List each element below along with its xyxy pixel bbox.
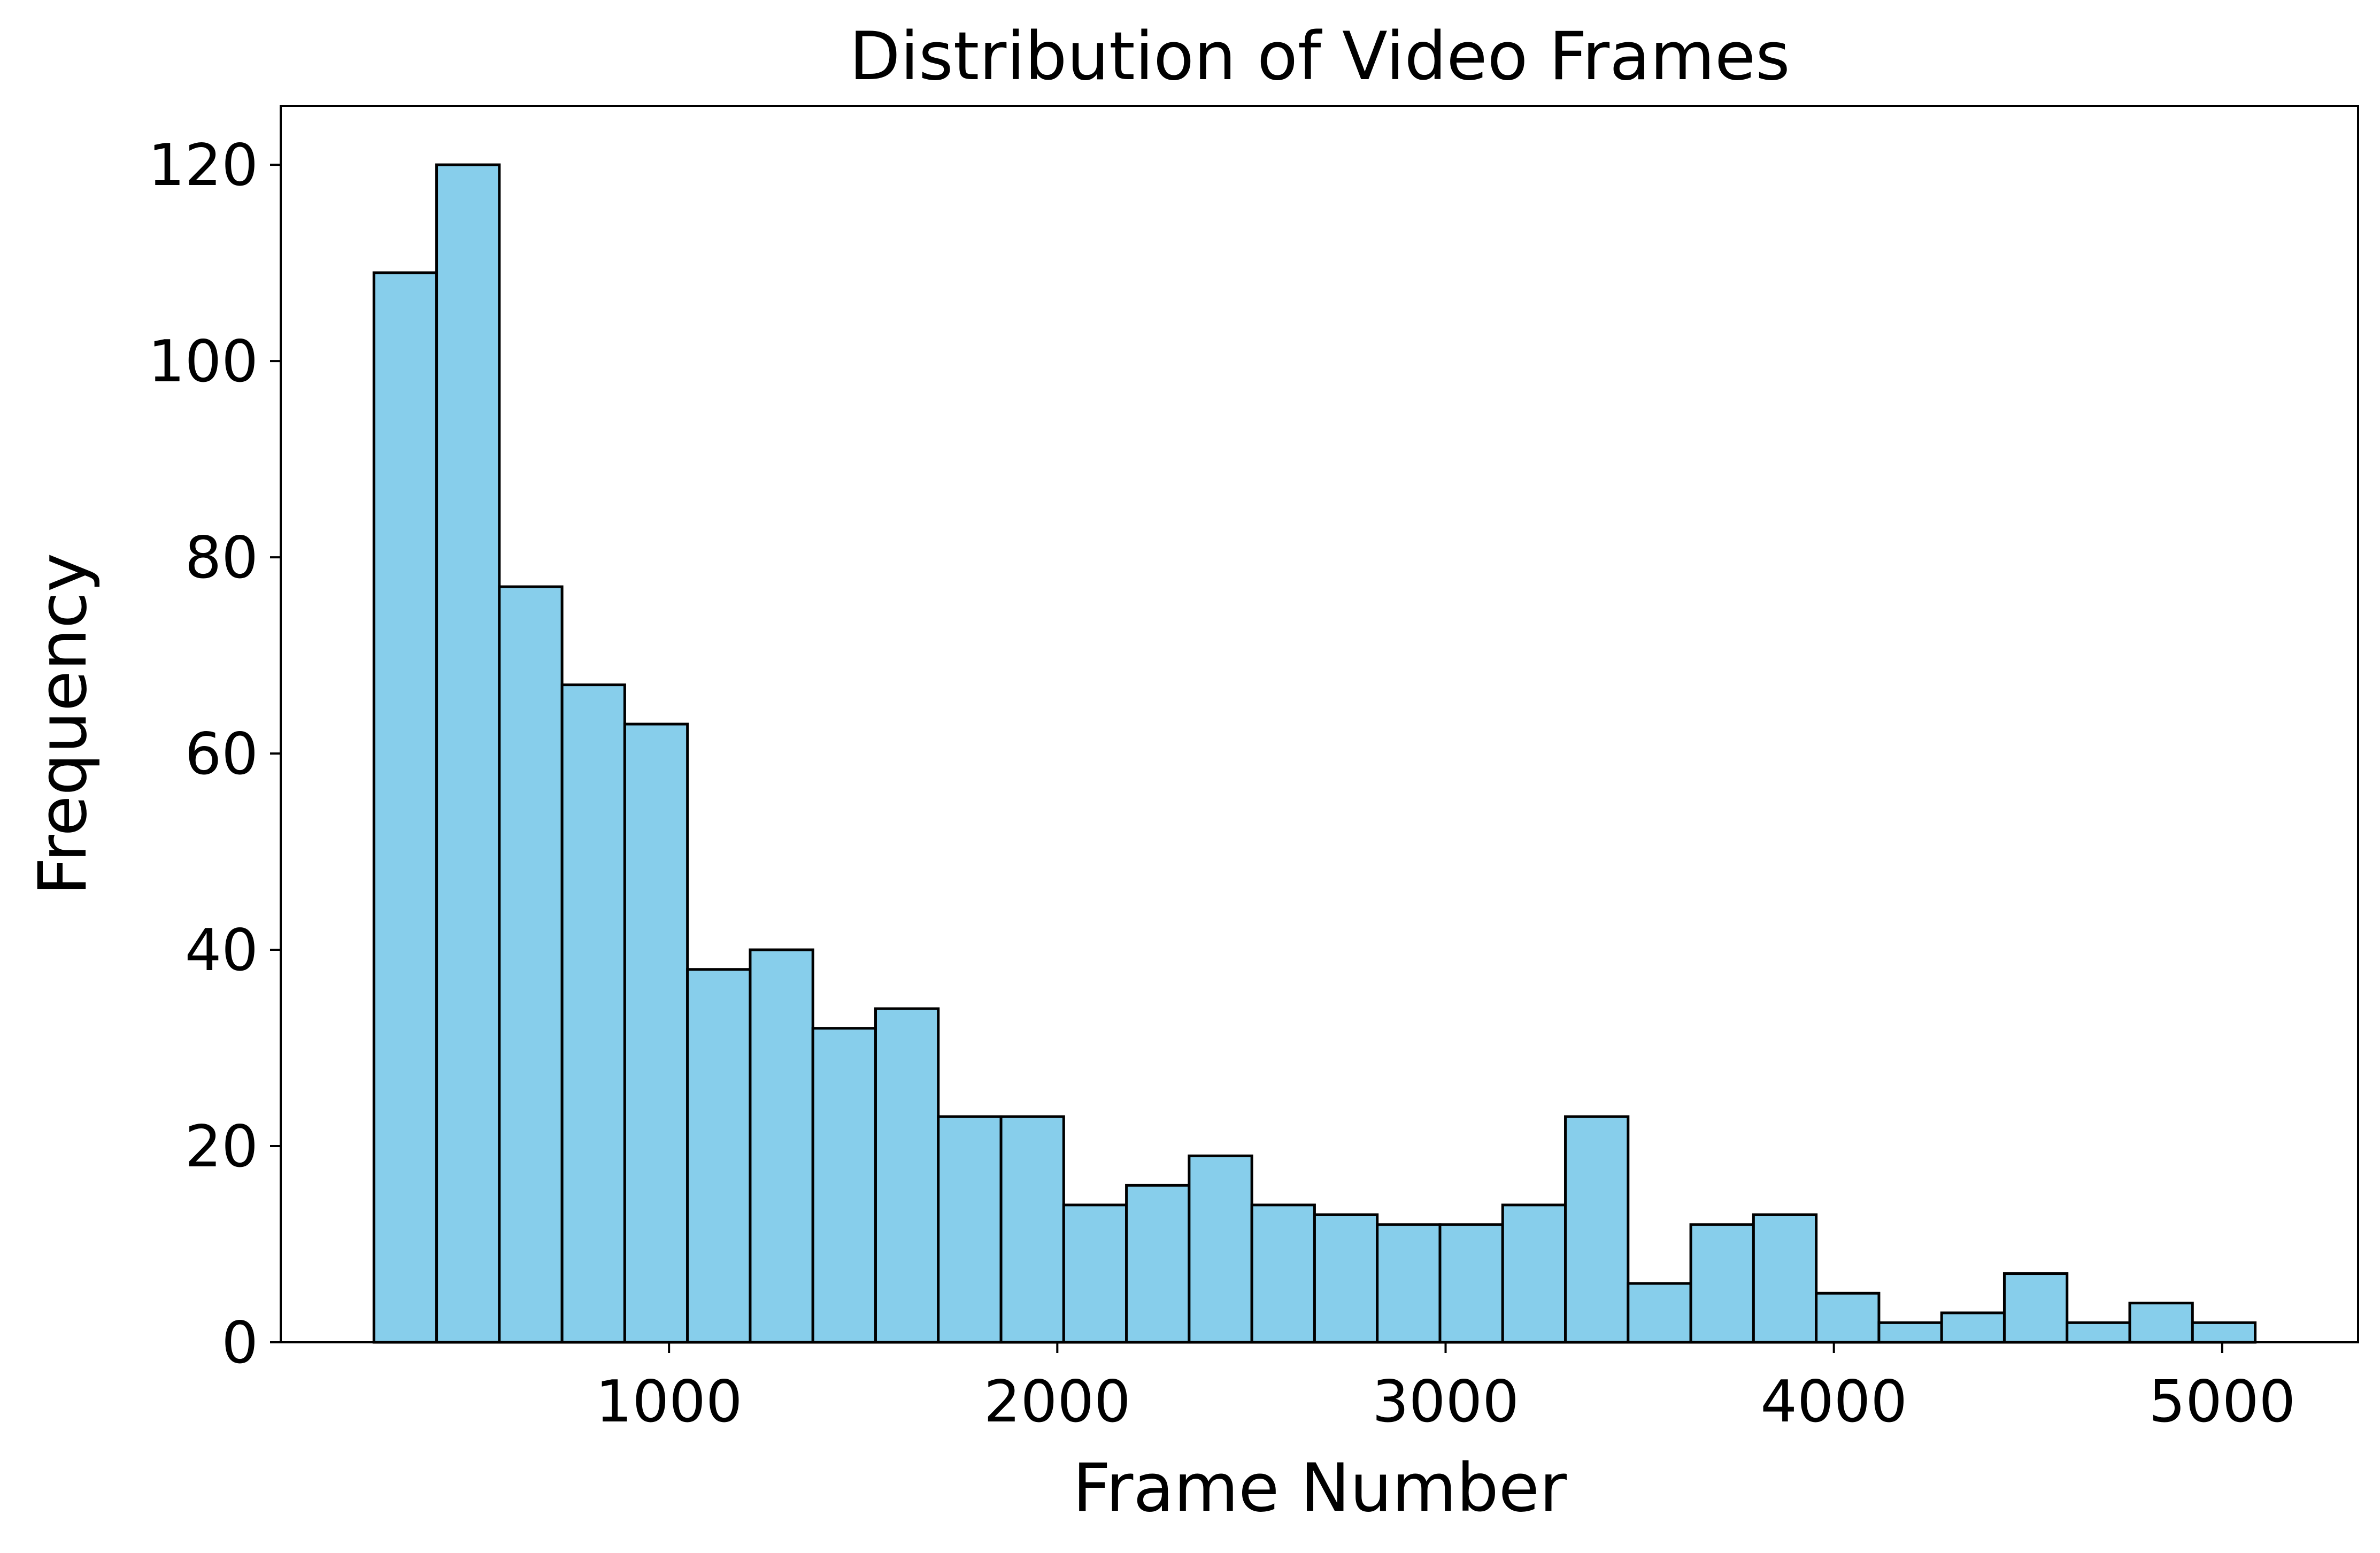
x-tick-label: 5000 <box>2148 1369 2296 1435</box>
histogram-bar <box>2128 1302 2194 1344</box>
histogram-bar <box>999 1115 1065 1344</box>
plot-frame <box>280 105 2359 1343</box>
histogram-bar <box>1627 1282 1692 1344</box>
histogram-bar <box>1438 1223 1504 1344</box>
histogram-bar <box>1501 1203 1567 1344</box>
histogram-bar <box>2002 1272 2069 1344</box>
histogram-bar <box>2066 1321 2131 1344</box>
y-tick-label: 60 <box>185 721 258 788</box>
histogram-bar <box>1188 1154 1253 1344</box>
x-axis-ticks: 1000 2000 3000 4000 5000 <box>596 1342 2296 1435</box>
histogram-bar <box>937 1115 1003 1344</box>
y-axis-label: Frequency <box>25 553 102 896</box>
histogram-bar <box>1250 1203 1316 1344</box>
histogram-bar <box>874 1007 940 1344</box>
histogram-bar <box>435 163 501 1344</box>
histogram-bar <box>1376 1223 1442 1344</box>
histogram-bar <box>811 1027 877 1344</box>
y-tick-label: 120 <box>148 132 258 199</box>
histogram-bar <box>1564 1115 1630 1344</box>
histogram-bar <box>560 683 626 1344</box>
x-tick-label: 4000 <box>1760 1369 1907 1435</box>
histogram-bar <box>372 271 438 1344</box>
y-tick-label: 100 <box>148 328 258 395</box>
y-axis-ticks: 0 20 40 60 80 100 120 <box>148 132 281 1377</box>
x-tick-label: 3000 <box>1372 1369 1519 1435</box>
x-tick-label: 2000 <box>984 1369 1131 1435</box>
histogram-bar <box>1815 1291 1881 1344</box>
histogram-bar <box>623 722 689 1344</box>
histogram-bar <box>1752 1213 1818 1344</box>
histogram-bar <box>1689 1223 1755 1344</box>
histogram-bar <box>1877 1321 1943 1344</box>
histogram-bar <box>498 585 564 1344</box>
chart-title: Distribution of Video Frames <box>849 18 1790 95</box>
y-tick-label: 0 <box>221 1310 258 1377</box>
histogram-bar <box>749 948 814 1344</box>
histogram-bar <box>1062 1203 1128 1344</box>
histogram-bar <box>686 968 752 1344</box>
bars-group <box>372 163 2257 1344</box>
y-tick-label: 80 <box>185 525 258 591</box>
y-tick-label: 40 <box>185 917 258 984</box>
histogram-bar <box>1313 1213 1379 1344</box>
histogram-bar <box>1125 1183 1191 1344</box>
histogram-bar <box>2191 1321 2257 1344</box>
histogram-bar <box>1940 1311 2006 1344</box>
x-tick-label: 1000 <box>596 1369 743 1435</box>
y-tick-label: 20 <box>185 1113 258 1180</box>
x-axis-label: Frame Number <box>1073 1450 1567 1527</box>
